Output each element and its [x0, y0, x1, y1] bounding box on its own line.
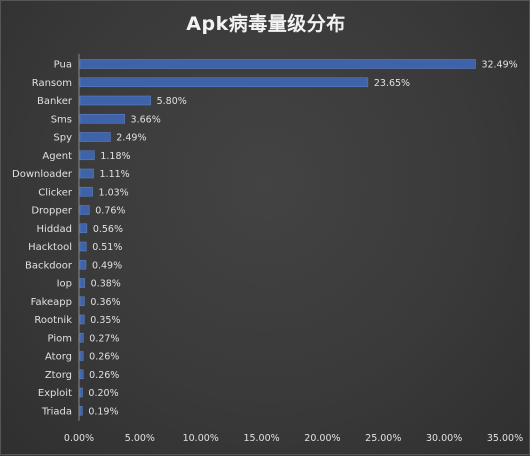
value-label: 5.80% — [157, 96, 187, 107]
bar — [79, 278, 85, 288]
x-tick-label: 15.00% — [243, 433, 279, 444]
value-label: 0.19% — [88, 406, 118, 417]
value-label: 1.11% — [100, 169, 130, 180]
bar — [79, 95, 151, 106]
bar — [79, 113, 125, 124]
category-label: Banker — [37, 96, 73, 107]
category-label: Pua — [54, 60, 72, 71]
category-label: Sms — [51, 114, 72, 125]
x-tick-label: 10.00% — [183, 433, 219, 444]
category-label: Downloader — [12, 169, 73, 180]
category-label: Exploit — [38, 388, 72, 399]
bar — [79, 259, 87, 270]
category-label: Backdoor — [25, 260, 73, 271]
category-label: Fakeapp — [31, 297, 72, 308]
value-label: 1.03% — [99, 187, 129, 198]
value-label: 23.65% — [374, 78, 410, 89]
category-label: Triada — [41, 406, 72, 417]
category-label: Ransom — [32, 78, 72, 89]
bar — [79, 332, 84, 343]
x-tick-label: 35.00% — [487, 433, 523, 444]
value-label: 0.76% — [95, 206, 125, 217]
value-label: 32.49% — [481, 60, 517, 71]
bar — [79, 223, 88, 234]
bar — [79, 369, 84, 380]
category-label: Dropper — [31, 206, 73, 217]
bar — [79, 59, 476, 69]
value-label: 0.26% — [89, 352, 119, 363]
category-label: Clicker — [38, 187, 73, 198]
value-label: 0.49% — [92, 260, 122, 271]
chart-title: Apk病毒量级分布 — [186, 13, 346, 35]
x-tick-label: 0.00% — [64, 433, 94, 444]
value-label: 0.56% — [93, 224, 123, 235]
bar — [79, 77, 369, 88]
bar — [79, 168, 94, 179]
bar — [79, 150, 95, 161]
value-label: 0.38% — [91, 279, 121, 290]
x-tick-label: 20.00% — [304, 433, 340, 444]
x-tick-label: 5.00% — [125, 433, 155, 444]
category-label: Atorg — [45, 352, 72, 363]
category-label: Hiddad — [37, 224, 72, 235]
bar — [79, 241, 87, 252]
value-label: 0.35% — [90, 315, 120, 326]
value-label: 1.18% — [100, 151, 130, 162]
category-label: Agent — [42, 151, 72, 162]
value-label: 0.27% — [89, 333, 119, 344]
category-label: Iop — [57, 279, 72, 290]
bar — [79, 405, 83, 416]
bar — [79, 205, 90, 215]
value-label: 2.49% — [116, 133, 146, 144]
bar — [79, 314, 85, 325]
bar — [79, 132, 111, 142]
category-label: Hacktool — [28, 242, 72, 253]
bar — [79, 387, 83, 398]
category-label: Piom — [48, 333, 72, 344]
value-label: 0.26% — [89, 370, 119, 381]
value-label: 0.36% — [90, 297, 120, 308]
x-tick-label: 25.00% — [365, 433, 401, 444]
bar — [79, 186, 93, 197]
bar — [79, 351, 84, 361]
value-label: 0.51% — [92, 242, 122, 253]
category-label: Rootnik — [34, 315, 72, 326]
value-label: 0.20% — [88, 388, 118, 399]
x-tick-label: 30.00% — [426, 433, 462, 444]
bar — [79, 296, 85, 307]
category-label: Ztorg — [45, 370, 72, 381]
value-label: 3.66% — [131, 114, 161, 125]
category-label: Spy — [53, 133, 72, 144]
